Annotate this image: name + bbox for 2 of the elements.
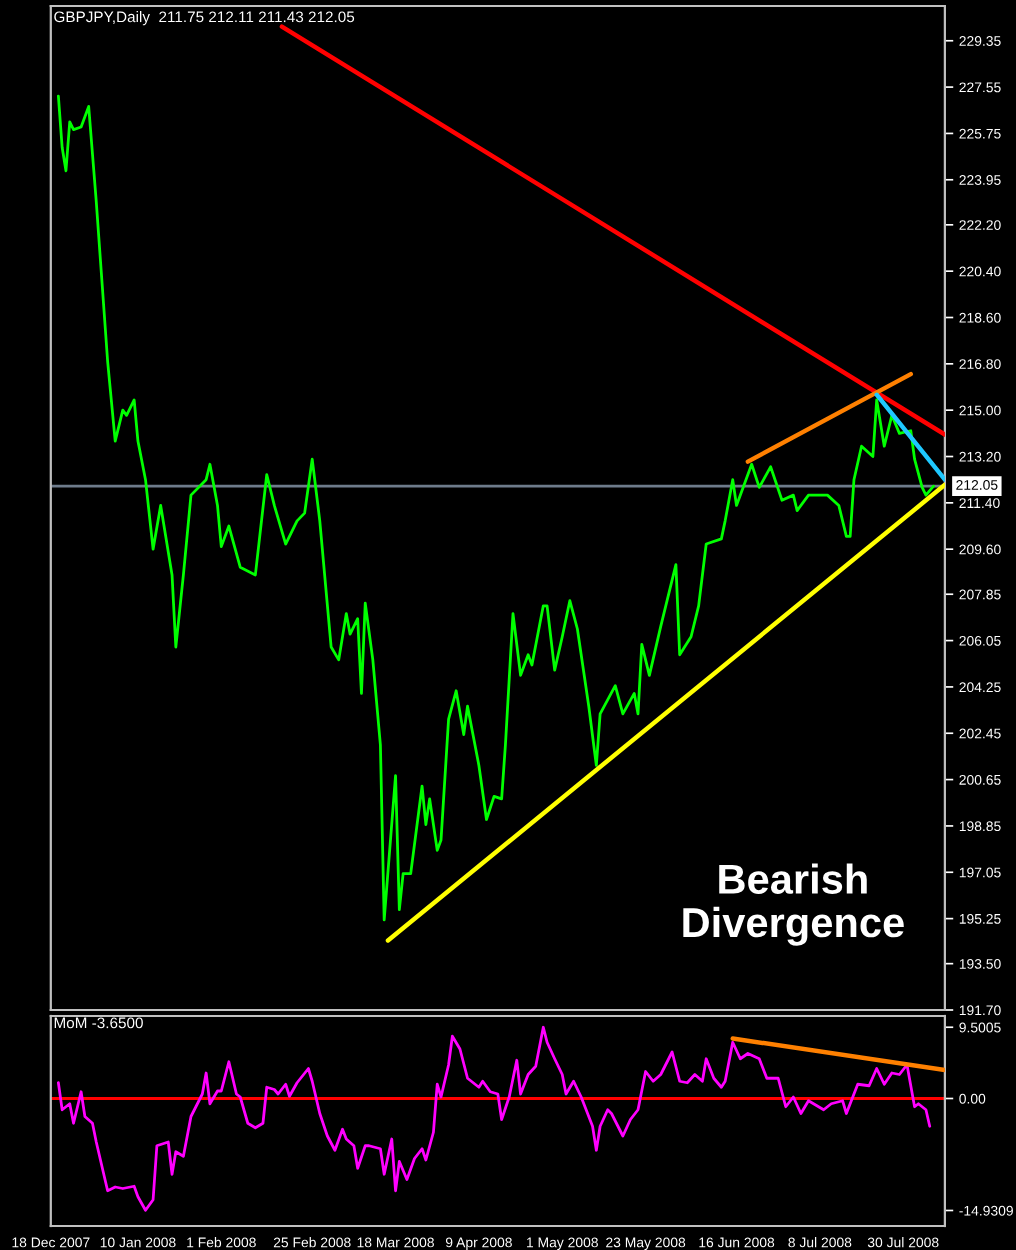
annotation: Bearish Divergence [683, 863, 904, 946]
line-series [56, 1025, 932, 1212]
